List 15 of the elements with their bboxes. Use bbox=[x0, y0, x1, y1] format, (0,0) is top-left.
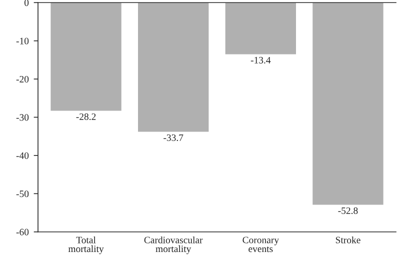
y-tick-label: -10 bbox=[16, 38, 29, 44]
x-tick-label: Total mortality bbox=[68, 236, 104, 254]
data-label: -13.4 bbox=[250, 56, 271, 64]
y-tick-label: -20 bbox=[16, 76, 29, 83]
data-label: -52.8 bbox=[338, 207, 358, 214]
y-tick-label: -60 bbox=[16, 228, 29, 236]
y-tick-label: -30 bbox=[16, 114, 29, 121]
data-label: -28.2 bbox=[76, 113, 96, 120]
x-tick-label: Stroke bbox=[336, 236, 360, 244]
x-tick-label: Cardiovascular mortality bbox=[144, 236, 203, 254]
y-tick-label: -50 bbox=[16, 190, 29, 198]
data-label: -33.7 bbox=[164, 134, 184, 142]
x-tick-label: Coronary events bbox=[242, 236, 279, 252]
y-tick-label: 0 bbox=[24, 0, 29, 6]
y-tick-label: -40 bbox=[16, 152, 29, 159]
